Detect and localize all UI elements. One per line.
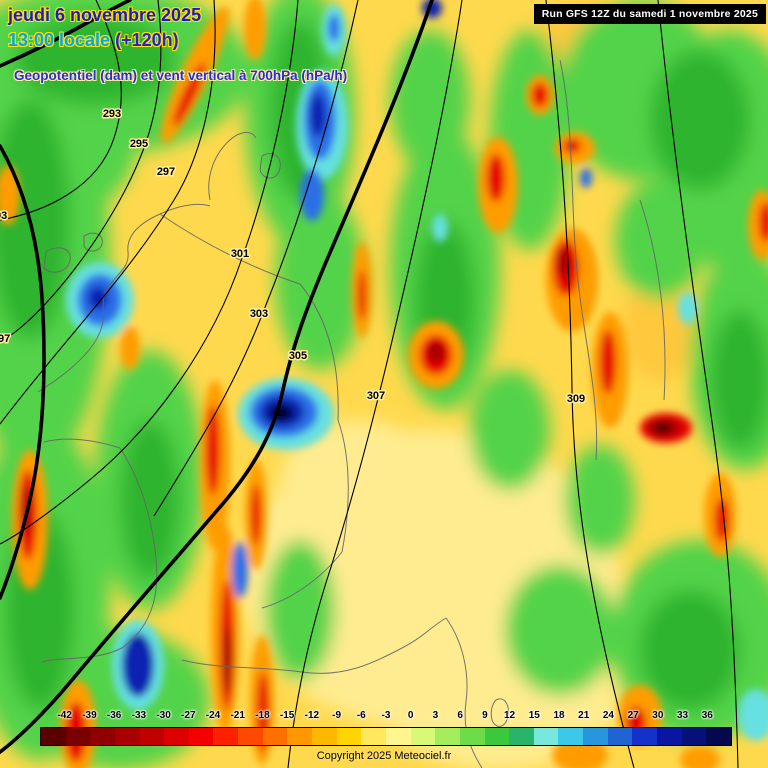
legend-tick-label: 21 <box>578 710 590 721</box>
legend-tick-label: -18 <box>255 710 270 721</box>
legend-tick-label: 18 <box>553 710 565 721</box>
legend-tick-label: 30 <box>652 710 664 721</box>
forecast-time-local: 13:00 locale <box>8 29 111 50</box>
legend-cell <box>336 728 362 745</box>
legend-cell <box>607 728 633 745</box>
contour-label: 293 <box>103 108 121 120</box>
contour-label: 297 <box>157 166 175 178</box>
copyright-text: Copyright 2025 Meteociel.fr <box>316 750 452 762</box>
contour-label: 297 <box>0 333 10 345</box>
legend-tick-label: -12 <box>304 710 320 721</box>
legend-tick-label: -24 <box>205 710 221 721</box>
legend-tick-label: 12 <box>504 710 516 721</box>
legend-tick-label: -15 <box>279 710 295 721</box>
legend-cell <box>657 728 682 745</box>
legend-cell <box>164 728 189 745</box>
legend-cell <box>262 728 288 745</box>
contour-label: 295 <box>130 138 148 150</box>
legend-tick-label: -33 <box>131 710 147 721</box>
legend-tick-row: -42 -39 -36 -33 -30 -27 -24 -21 -18 -15 -12 -9 -6 -3 0… <box>40 710 732 725</box>
legend-tick-label: 27 <box>627 710 639 721</box>
legend-tick-label: 24 <box>602 710 614 721</box>
legend-cell <box>312 728 337 745</box>
legend-cell <box>706 728 731 745</box>
legend-cell <box>681 728 707 745</box>
forecast-date: jeudi 6 novembre 2025 <box>8 5 202 25</box>
legend-cell <box>484 728 510 745</box>
legend-tick-label: 36 <box>701 710 713 721</box>
legend-cell <box>188 728 214 745</box>
forecast-offset: (+120h) <box>115 29 179 50</box>
legend-cell <box>90 728 115 745</box>
legend-tick-label: 15 <box>528 710 540 721</box>
legend-cell <box>238 728 263 745</box>
header: jeudi 6 novembre 2025 13:00 locale (+120… <box>8 5 201 51</box>
legend-cell <box>139 728 165 745</box>
contour-label: 305 <box>289 350 307 362</box>
legend-cell <box>509 728 534 745</box>
contour-label: 303 <box>250 308 268 320</box>
legend-cell <box>583 728 608 745</box>
legend-tick-label: -39 <box>82 710 97 721</box>
geopotential-contours-bold <box>0 0 434 754</box>
coastlines <box>37 59 666 768</box>
contour-labels: 293 295 297 293 297 301 303 305 307 309 <box>0 107 587 407</box>
legend-tick-label: -30 <box>156 710 171 721</box>
legend-tick-label: 0 <box>407 710 414 721</box>
contour-label: 309 <box>567 393 585 405</box>
legend-cell <box>114 728 140 745</box>
legend-tick-label: 9 <box>482 710 488 721</box>
legend-cell <box>287 728 313 745</box>
legend-cell <box>361 728 386 745</box>
legend-cell <box>41 728 66 745</box>
run-info-badge: Run GFS 12Z du samedi 1 novembre 2025 <box>533 4 766 24</box>
legend-tick-label: -21 <box>230 710 245 721</box>
legend-cell <box>558 728 584 745</box>
legend-tick-label: -6 <box>356 710 366 721</box>
legend-cell <box>533 728 559 745</box>
legend-tick-label: -36 <box>106 710 122 721</box>
map-title: Geopotentiel (dam) et vent vertical à 70… <box>14 68 348 83</box>
contour-label: 307 <box>367 390 385 402</box>
forecast-time: 13:00 locale (+120h) <box>8 30 201 52</box>
contour-label: 301 <box>231 248 249 260</box>
legend-cell <box>435 728 460 745</box>
legend-cell <box>459 728 485 745</box>
legend-tick-label: -42 <box>57 710 72 721</box>
legend-tick-label: -27 <box>181 710 196 721</box>
legend-tick-label: 3 <box>432 710 439 721</box>
legend-cell <box>65 728 91 745</box>
legend-cell <box>213 728 239 745</box>
legend-tick-label: 6 <box>457 710 463 721</box>
legend-cell <box>385 728 411 745</box>
legend-cell <box>632 728 658 745</box>
legend-tick-label: 33 <box>677 710 689 721</box>
legend-tick-label: -9 <box>332 710 342 721</box>
legend-colorbar <box>40 727 732 746</box>
geopotential-contours <box>0 0 739 768</box>
legend-cell <box>410 728 436 745</box>
legend-tick-label: -3 <box>381 710 391 721</box>
contour-label: 293 <box>0 210 7 222</box>
